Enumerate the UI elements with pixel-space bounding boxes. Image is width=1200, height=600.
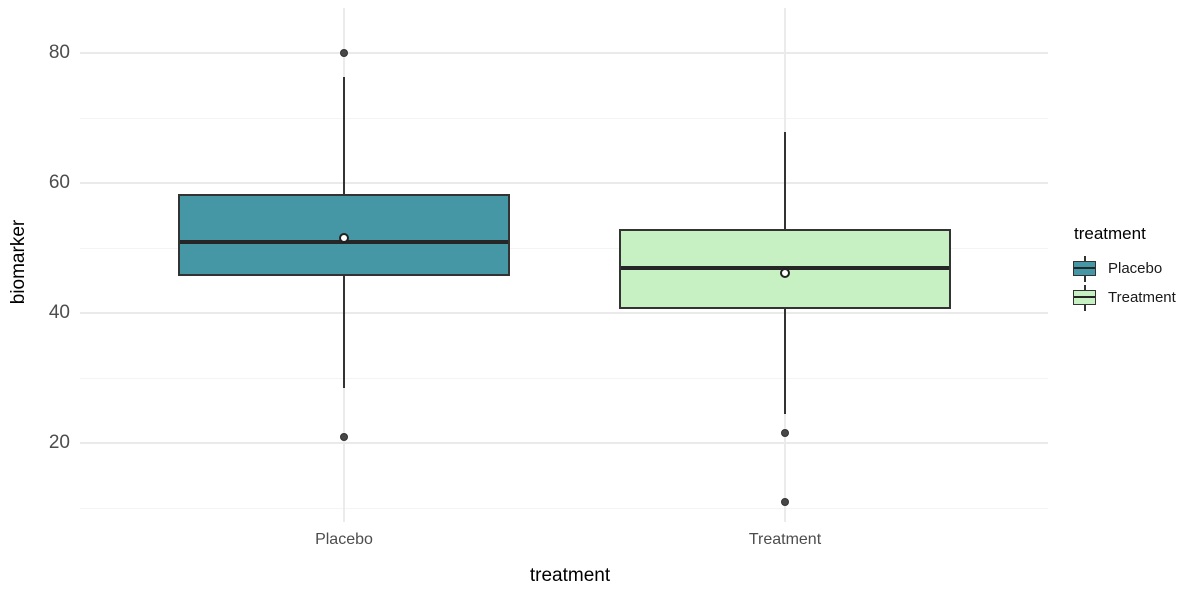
outlier-point-placebo bbox=[340, 432, 348, 441]
legend-label-placebo: Placebo bbox=[1108, 260, 1163, 277]
whisker-lower-placebo bbox=[343, 275, 345, 388]
gridline-minor bbox=[80, 507, 1048, 509]
plot-panel bbox=[80, 8, 1048, 522]
key-box bbox=[1073, 289, 1096, 305]
gridline-major bbox=[80, 182, 1048, 184]
gridline-major bbox=[80, 52, 1048, 54]
y-tick-label: 80 bbox=[48, 42, 70, 63]
gridline-minor bbox=[80, 247, 1048, 249]
outlier-point-treatment bbox=[781, 429, 789, 438]
y-tick-label: 40 bbox=[48, 302, 70, 323]
whisker-upper-placebo bbox=[343, 77, 345, 195]
legend-item-placebo: Placebo bbox=[1072, 254, 1176, 283]
key-median-line bbox=[1074, 295, 1095, 298]
gridline-major bbox=[80, 312, 1048, 314]
gridline-major bbox=[80, 442, 1048, 444]
outlier-point-treatment bbox=[781, 497, 789, 506]
y-tick-label: 60 bbox=[48, 172, 70, 193]
median-line-treatment bbox=[621, 265, 949, 270]
gridline-minor bbox=[80, 117, 1048, 119]
boxplot-key-icon bbox=[1072, 284, 1097, 311]
gridline-minor bbox=[80, 377, 1048, 379]
key-median-line bbox=[1074, 266, 1095, 269]
x-tick-label: Treatment bbox=[748, 531, 822, 548]
key-box bbox=[1073, 260, 1096, 276]
whisker-upper-treatment bbox=[784, 132, 786, 230]
mean-point-placebo bbox=[339, 233, 349, 244]
outlier-point-placebo bbox=[340, 49, 348, 57]
y-tick-label: 20 bbox=[48, 432, 70, 453]
whisker-lower-treatment bbox=[784, 309, 786, 414]
x-axis-title: treatment bbox=[529, 565, 611, 586]
legend-title: treatment bbox=[1074, 224, 1146, 243]
boxplot-key-icon bbox=[1072, 255, 1097, 282]
legend: treatment Placebo Treatment bbox=[1072, 224, 1176, 312]
mean-point-treatment bbox=[780, 267, 790, 278]
legend-label-treatment: Treatment bbox=[1108, 289, 1176, 306]
x-tick-label: Placebo bbox=[315, 531, 373, 548]
legend-item-treatment: Treatment bbox=[1072, 283, 1176, 312]
